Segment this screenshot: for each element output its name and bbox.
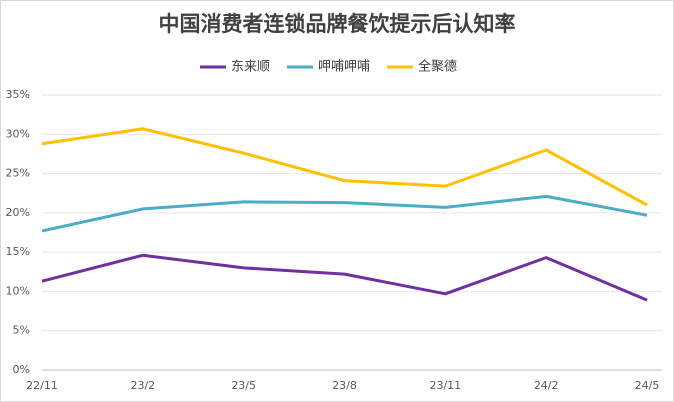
x-tick-label: 23/11	[429, 379, 461, 392]
y-tick-label: 15%	[6, 245, 30, 258]
x-tick-label: 23/2	[130, 379, 155, 392]
y-tick-label: 10%	[6, 284, 30, 297]
legend-label: 东来顺	[231, 60, 270, 75]
y-tick-label: 5%	[13, 324, 30, 337]
series-line	[41, 194, 648, 233]
legend-label: 呷哺呷哺	[318, 60, 370, 75]
series-line	[41, 253, 648, 302]
legend-label: 全聚德	[418, 59, 457, 75]
y-tick-label: 35%	[6, 88, 30, 101]
series-line	[41, 127, 648, 207]
x-tick-label: 23/5	[231, 379, 256, 392]
y-tick-label: 25%	[6, 167, 30, 180]
y-tick-label: 30%	[6, 127, 30, 140]
x-tick-label: 23/8	[332, 379, 357, 392]
x-tick-label: 22/11	[26, 379, 58, 392]
x-tick-label: 24/5	[635, 379, 660, 392]
x-tick-label: 24/2	[534, 379, 559, 392]
y-tick-label: 0%	[13, 363, 30, 376]
y-tick-label: 20%	[6, 206, 30, 219]
chart-title: 中国消费者连锁品牌餐饮提示后认知率	[159, 12, 516, 36]
